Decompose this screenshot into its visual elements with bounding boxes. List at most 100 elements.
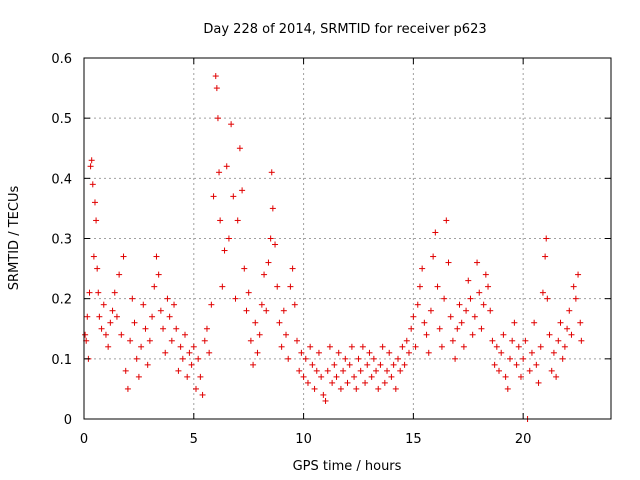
data-point: [373, 367, 380, 374]
data-point: [441, 295, 448, 302]
y-tick-label: 0.5: [51, 112, 72, 127]
data-point: [471, 313, 478, 320]
data-point: [307, 343, 314, 350]
data-point: [498, 349, 505, 356]
chart-title: Day 228 of 2014, SRMTID for receiver p62…: [203, 22, 486, 37]
data-point: [190, 343, 197, 350]
data-point: [283, 331, 290, 338]
data-point: [467, 295, 474, 302]
data-point: [357, 367, 364, 374]
data-point: [377, 361, 384, 368]
data-point: [353, 385, 360, 392]
data-point: [291, 301, 298, 308]
data-point: [351, 373, 358, 380]
data-point: [94, 265, 101, 272]
data-point: [87, 163, 94, 170]
data-point: [280, 307, 287, 314]
data-point: [346, 361, 353, 368]
data-point: [313, 367, 320, 374]
data-point: [403, 337, 410, 344]
data-point: [118, 331, 125, 338]
data-point: [265, 259, 272, 266]
data-point: [392, 385, 399, 392]
data-point: [491, 361, 498, 368]
data-point: [116, 271, 123, 278]
data-point: [414, 301, 421, 308]
data-point: [243, 307, 250, 314]
data-point: [230, 193, 237, 200]
data-point: [362, 379, 369, 386]
data-point: [217, 217, 224, 224]
data-point: [287, 283, 294, 290]
data-point: [454, 325, 461, 332]
data-point: [311, 385, 318, 392]
data-point: [333, 373, 340, 380]
data-point: [500, 331, 507, 338]
data-point: [474, 259, 481, 266]
data-point: [482, 271, 489, 278]
data-point: [476, 289, 483, 296]
data-point: [309, 361, 316, 368]
data-point: [469, 331, 476, 338]
data-point: [575, 271, 582, 278]
data-point: [329, 379, 336, 386]
y-axis-label: SRMTID / TECUs: [7, 186, 22, 291]
data-point: [124, 385, 131, 392]
data-point: [304, 379, 311, 386]
x-tick-label: 10: [295, 432, 312, 447]
data-point: [559, 355, 566, 362]
data-point: [401, 361, 408, 368]
data-point: [397, 367, 404, 374]
data-point: [91, 199, 98, 206]
data-points: [82, 73, 585, 422]
data-point: [153, 253, 160, 260]
data-point: [408, 325, 415, 332]
data-point: [102, 331, 109, 338]
data-point: [535, 379, 542, 386]
data-point: [320, 391, 327, 398]
data-point: [234, 217, 241, 224]
data-point: [188, 361, 195, 368]
data-point: [223, 163, 230, 170]
data-point: [528, 349, 535, 356]
data-point: [487, 307, 494, 314]
data-point: [162, 349, 169, 356]
data-point: [206, 349, 213, 356]
data-point: [543, 235, 550, 242]
data-point: [572, 295, 579, 302]
data-point: [416, 283, 423, 290]
data-point: [113, 313, 120, 320]
data-point: [90, 253, 97, 260]
data-point: [135, 373, 142, 380]
data-point: [463, 307, 470, 314]
data-point: [384, 367, 391, 374]
data-point: [258, 301, 265, 308]
data-point: [86, 289, 93, 296]
data-point: [250, 361, 257, 368]
x-axis-ticks: 0 5 10 15 20: [80, 58, 531, 447]
y-tick-label: 0.6: [51, 52, 72, 67]
data-point: [537, 343, 544, 350]
data-point: [157, 307, 164, 314]
data-point: [515, 343, 522, 350]
data-point: [82, 331, 89, 338]
data-point: [315, 349, 322, 356]
data-point: [485, 283, 492, 290]
data-point: [199, 391, 206, 398]
data-point: [546, 331, 553, 338]
data-point: [192, 385, 199, 392]
y-tick-label: 0.4: [51, 172, 72, 187]
data-point: [93, 217, 100, 224]
data-point: [100, 301, 107, 308]
data-point: [184, 373, 191, 380]
data-point: [449, 337, 456, 344]
data-point: [276, 319, 283, 326]
data-point: [564, 325, 571, 332]
data-point: [219, 283, 226, 290]
data-point: [460, 343, 467, 350]
data-point: [322, 397, 329, 404]
data-point: [182, 331, 189, 338]
data-point: [395, 355, 402, 362]
y-axis-ticks: 0 0.1 0.2 0.3 0.4 0.5 0.6: [51, 52, 611, 428]
data-point: [366, 349, 373, 356]
